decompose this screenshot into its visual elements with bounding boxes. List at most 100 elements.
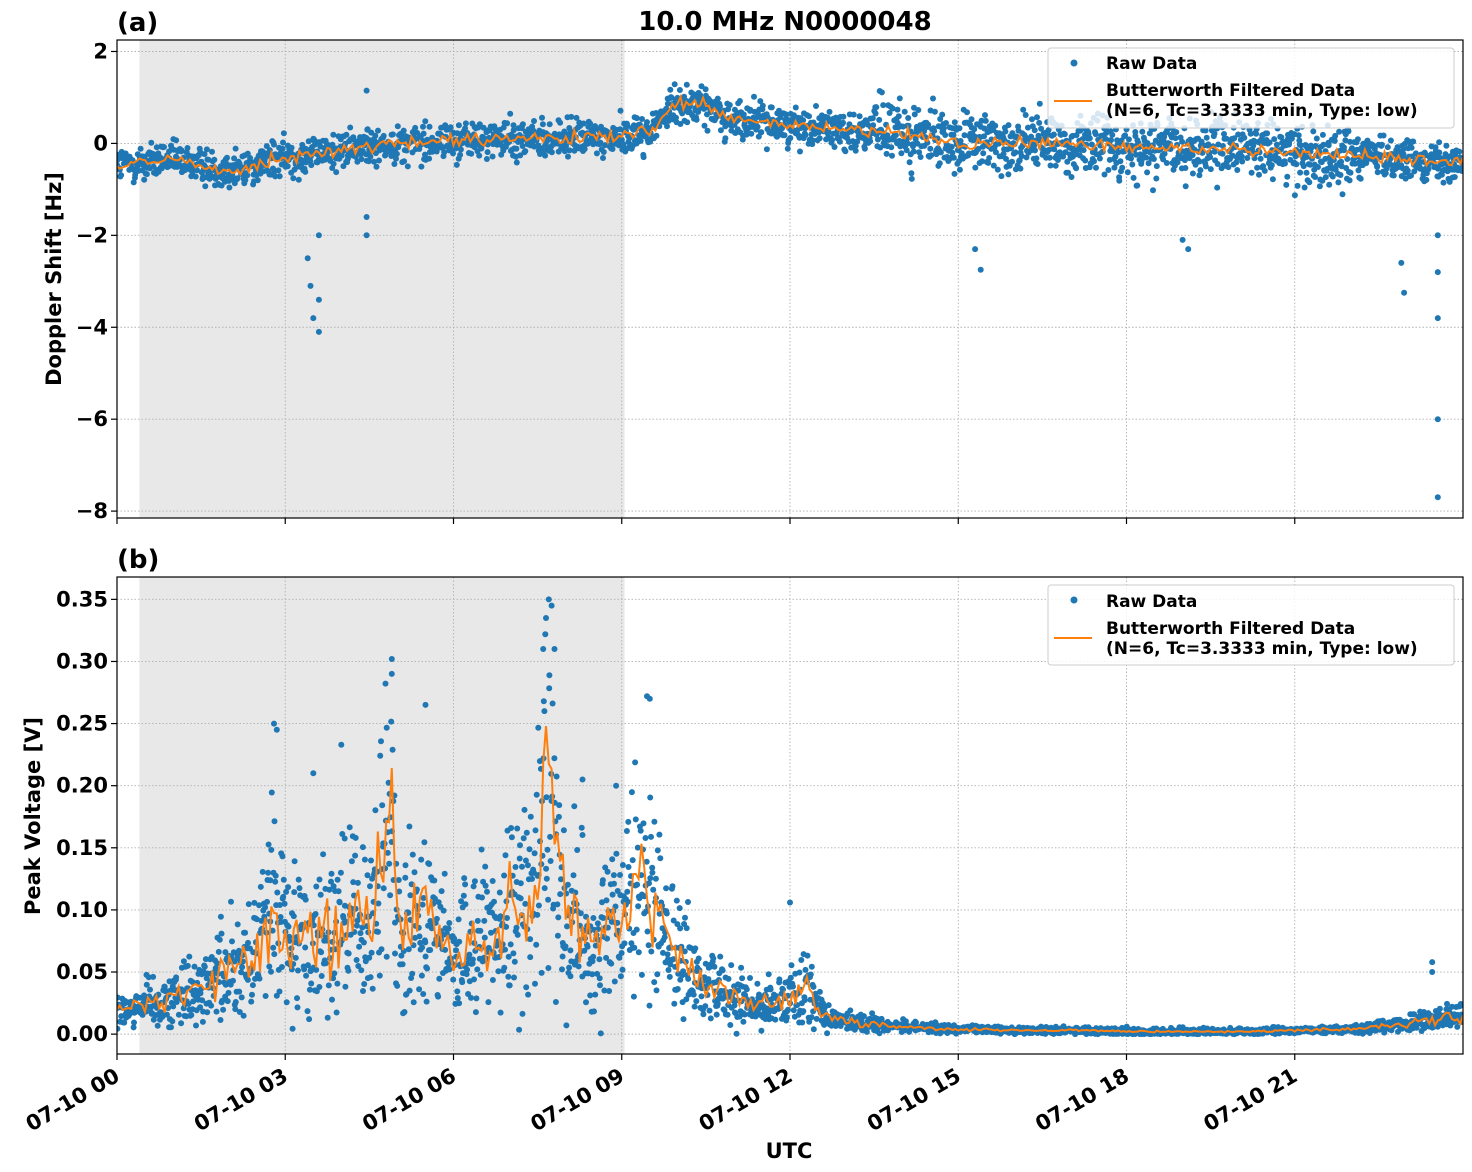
raw-point — [840, 119, 846, 126]
raw-point — [628, 789, 635, 796]
raw-point — [904, 140, 911, 147]
raw-point — [522, 857, 529, 864]
raw-point — [656, 831, 663, 838]
raw-point — [368, 129, 375, 136]
raw-point — [1294, 182, 1301, 189]
raw-point — [488, 929, 494, 936]
y-tick-label: 0 — [93, 131, 108, 155]
raw-point — [1387, 137, 1394, 144]
raw-point — [1295, 132, 1302, 139]
raw-point — [1173, 129, 1180, 136]
raw-point — [290, 913, 297, 920]
raw-point — [468, 150, 475, 157]
legend-box — [1047, 47, 1455, 129]
raw-point — [1096, 155, 1103, 162]
raw-point — [276, 988, 283, 995]
raw-point — [1144, 169, 1151, 176]
raw-point — [1202, 163, 1209, 170]
raw-point — [446, 966, 453, 973]
raw-point — [510, 127, 517, 134]
raw-point — [254, 177, 261, 184]
raw-point — [186, 953, 193, 960]
raw-point — [632, 759, 639, 766]
raw-point — [418, 856, 425, 863]
raw-point — [420, 123, 426, 130]
raw-point — [1051, 146, 1058, 153]
raw-point — [705, 976, 712, 983]
raw-point — [232, 1006, 239, 1013]
raw-point — [308, 980, 315, 987]
raw-point — [825, 128, 832, 135]
raw-point — [682, 914, 688, 921]
raw-point — [401, 158, 408, 165]
raw-point — [813, 103, 819, 109]
raw-point — [1458, 167, 1463, 174]
raw-point — [633, 115, 640, 122]
raw-point — [348, 858, 355, 865]
raw-point — [1380, 132, 1387, 139]
raw-point — [1128, 155, 1134, 162]
raw-point — [681, 948, 688, 955]
raw-point — [489, 977, 496, 983]
raw-point — [1018, 153, 1025, 160]
raw-point — [1214, 161, 1221, 167]
raw-point — [759, 102, 766, 109]
raw-point — [484, 888, 490, 895]
raw-point — [714, 95, 721, 102]
raw-point — [204, 1009, 211, 1016]
y-tick-label: −4 — [76, 315, 108, 339]
raw-point — [457, 151, 464, 158]
y-tick-label: −8 — [76, 499, 108, 523]
raw-point — [740, 111, 747, 118]
raw-point — [527, 813, 534, 820]
raw-point — [268, 789, 275, 796]
raw-point — [748, 130, 755, 137]
raw-point — [234, 921, 241, 928]
raw-point — [368, 857, 374, 864]
raw-point — [478, 846, 485, 853]
raw-point — [454, 995, 461, 1002]
figure-title: 10.0 MHz N0000048 — [638, 7, 931, 37]
raw-point — [1185, 246, 1192, 253]
panel-a-x-ticks — [116, 518, 1296, 524]
raw-point — [1434, 494, 1441, 501]
raw-point — [1241, 134, 1248, 141]
raw-point — [767, 986, 774, 993]
raw-point — [538, 969, 545, 976]
raw-point — [951, 119, 958, 126]
raw-point — [191, 963, 198, 970]
raw-point — [468, 994, 474, 1001]
raw-point — [695, 955, 702, 962]
raw-point — [654, 847, 661, 854]
raw-point — [603, 897, 610, 904]
raw-point — [802, 966, 809, 973]
raw-point — [401, 1009, 408, 1015]
raw-point — [350, 136, 357, 143]
raw-point — [563, 143, 569, 149]
raw-point — [533, 941, 540, 948]
raw-point — [364, 872, 371, 879]
raw-point — [433, 915, 440, 922]
raw-point — [676, 87, 683, 93]
raw-point — [505, 973, 512, 980]
raw-point — [624, 888, 631, 895]
raw-point — [1029, 116, 1035, 123]
raw-point — [1073, 165, 1080, 172]
raw-point — [228, 898, 234, 905]
raw-point — [700, 1011, 707, 1018]
raw-point — [295, 967, 301, 974]
raw-point — [783, 111, 790, 118]
raw-point — [1119, 164, 1126, 171]
raw-point — [656, 910, 663, 917]
raw-point — [1009, 158, 1015, 165]
raw-point — [1000, 151, 1007, 157]
raw-point — [808, 1014, 815, 1021]
raw-point — [571, 803, 578, 810]
raw-point — [360, 988, 366, 994]
raw-point — [1129, 161, 1136, 168]
raw-point — [278, 964, 285, 970]
raw-point — [911, 111, 918, 118]
raw-point — [1174, 159, 1181, 166]
raw-point — [376, 972, 383, 979]
raw-point — [633, 926, 640, 933]
